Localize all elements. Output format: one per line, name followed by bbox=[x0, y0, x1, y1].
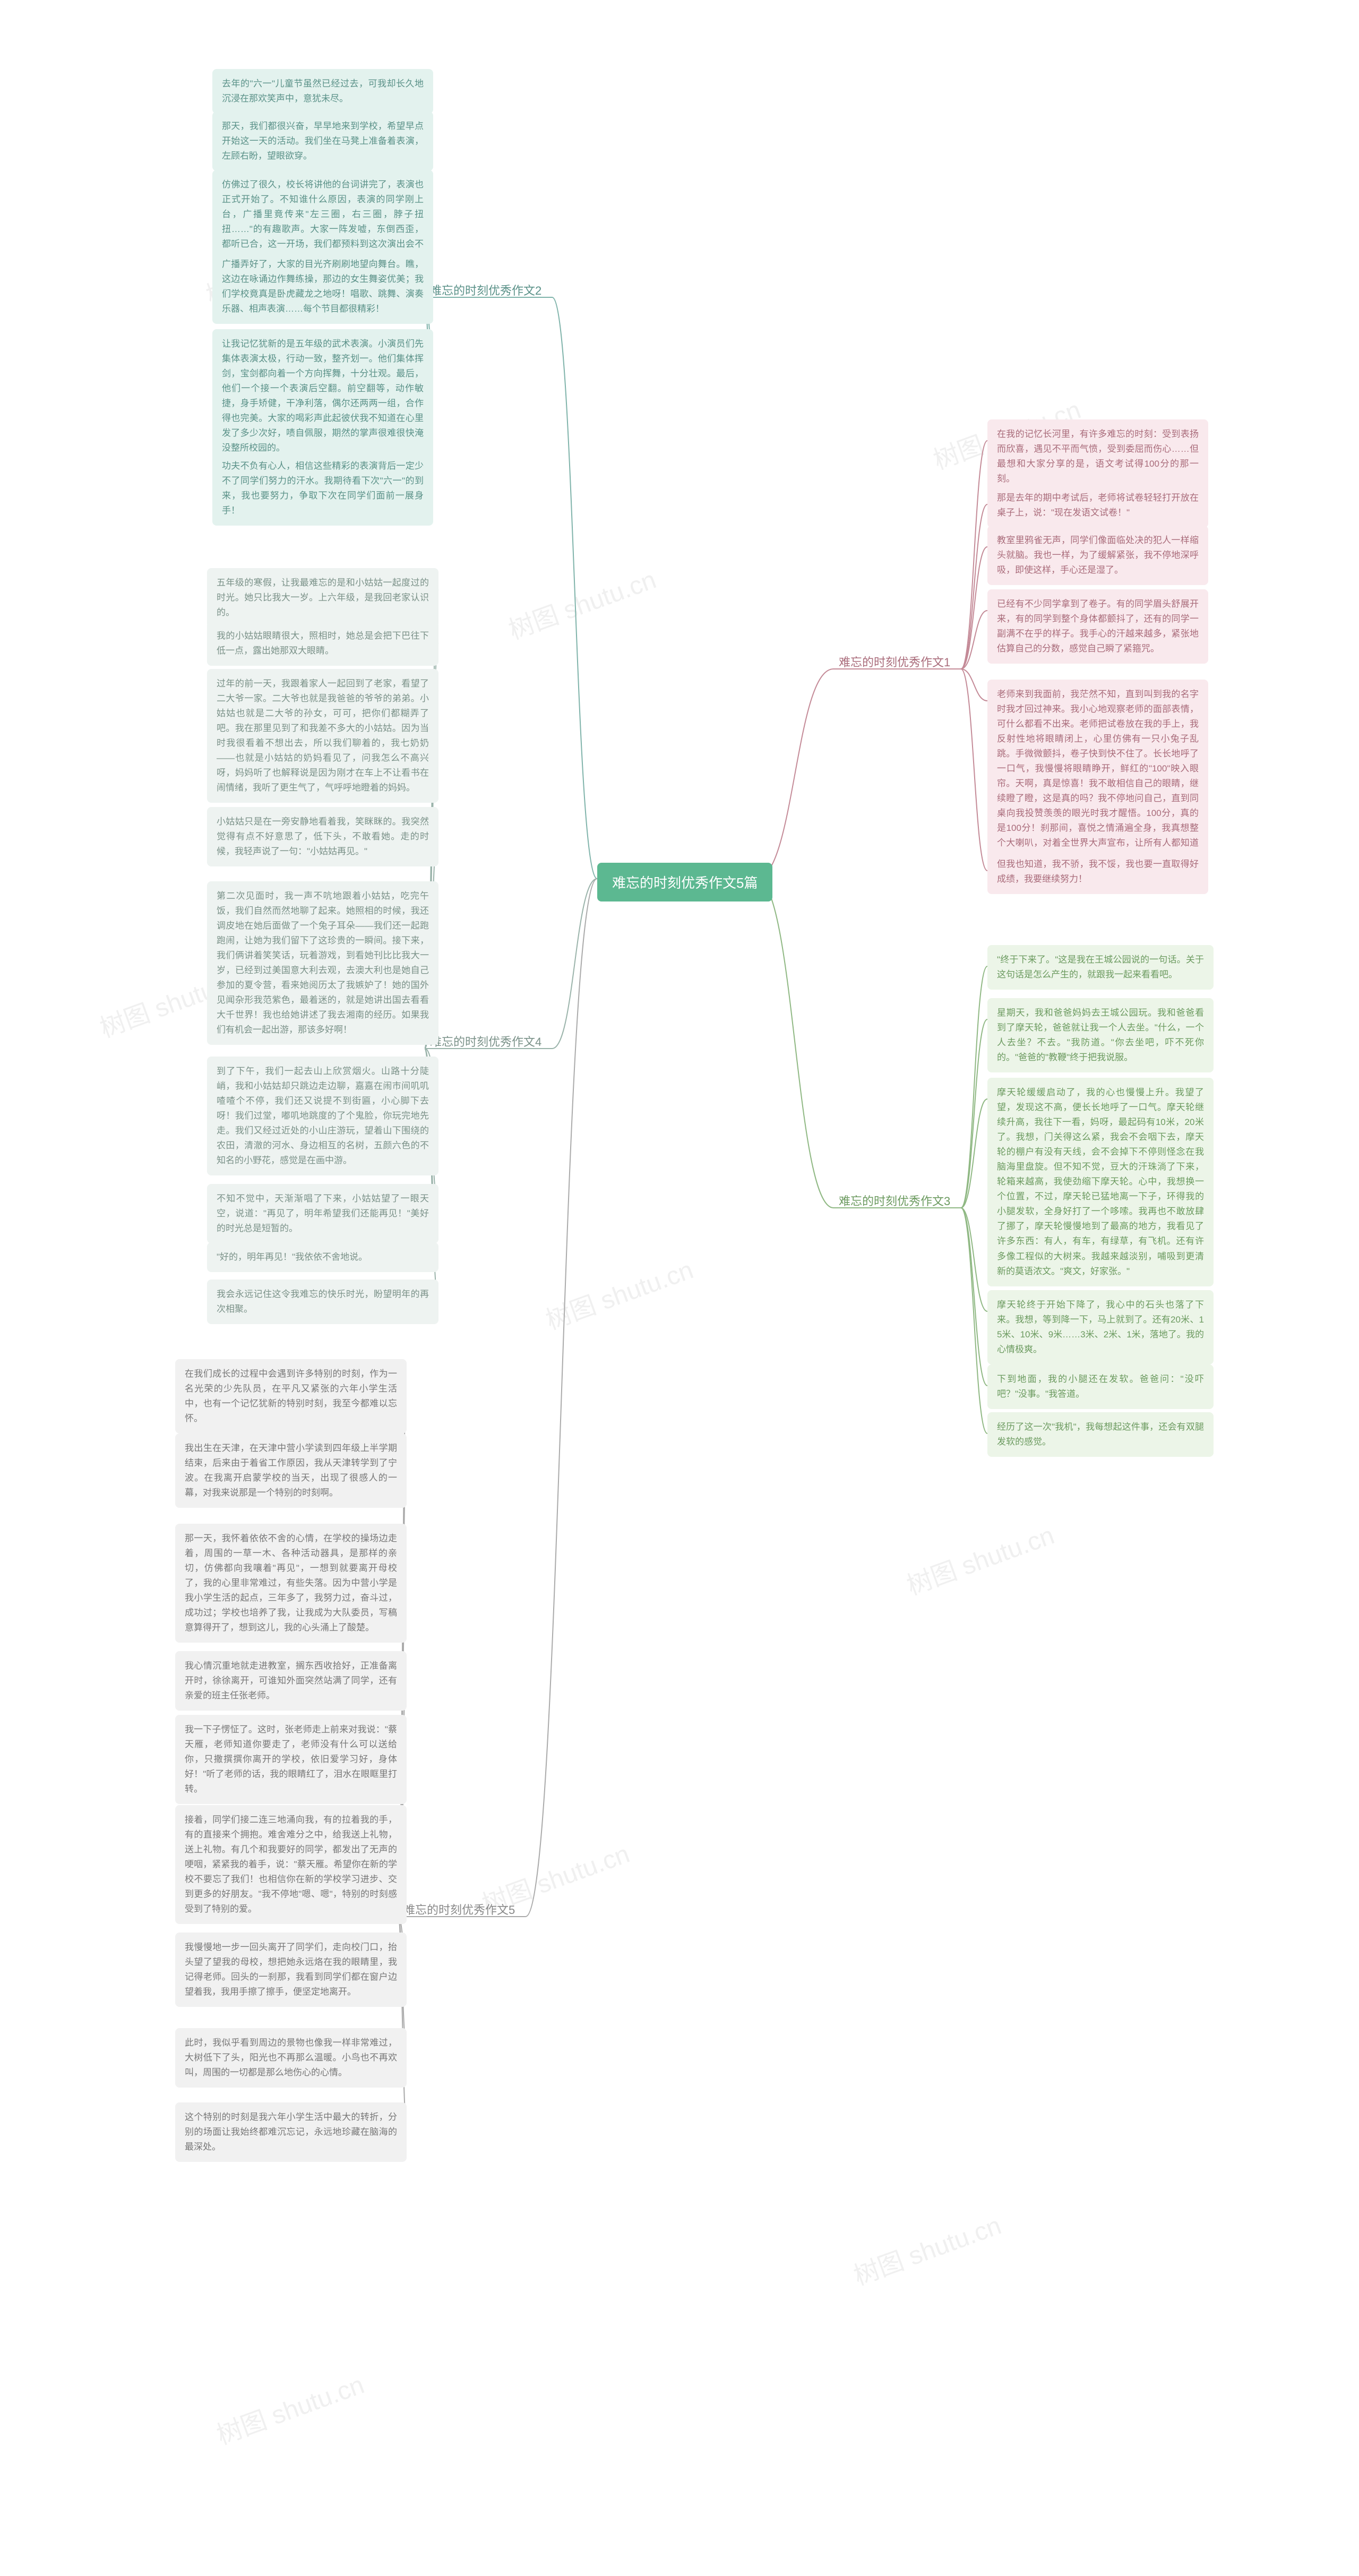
content-card: 这个特别的时刻是我六年小学生活中最大的转折，分别的场面让我始终都难沉忘记，永远地… bbox=[175, 2102, 407, 2162]
content-card: "好的，明年再见！"我依依不舍地说。 bbox=[207, 1242, 438, 1272]
content-card: 让我记忆犹新的是五年级的武术表演。小演员们先集体表演太极，行动一致，整齐划一。他… bbox=[212, 329, 433, 463]
content-card: 不知不觉中，天渐渐唱了下来，小姑姑望了一眼天空，说道："再见了，明年希望我们还能… bbox=[207, 1184, 438, 1243]
content-card: 在我们成长的过程中会遇到许多特别的时刻，作为一名光荣的少先队员，在平凡又紧张的六… bbox=[175, 1359, 407, 1433]
content-card: 已经有不少同学拿到了卷子。有的同学眉头舒展开来，有的同学到整个身体都颤抖了，还有… bbox=[987, 589, 1208, 664]
content-card: 过年的前一天，我跟着家人一起回到了老家，看望了二大爷一家。二大爷也就是我爸爸的爷… bbox=[207, 669, 438, 803]
watermark: 树图 shutu.cn bbox=[901, 1514, 1059, 1602]
content-card: 我慢慢地一步一回头离开了同学们，走向校门口，抬头望了望我的母校，想把她永远烙在我… bbox=[175, 1933, 407, 2007]
branch-label: 难忘的时刻优秀作文1 bbox=[839, 653, 950, 670]
branch-label: 难忘的时刻优秀作文3 bbox=[839, 1192, 950, 1209]
watermark: 树图 shutu.cn bbox=[211, 2364, 368, 2451]
content-card: 下到地面，我的小腿还在发软。爸爸问："没吓吧？"没事。"我答道。 bbox=[987, 1364, 1214, 1409]
content-card: 我会永远记住这令我难忘的快乐时光，盼望明年的再次相聚。 bbox=[207, 1280, 438, 1324]
content-card: 星期天，我和爸爸妈妈去王城公园玩。我和爸爸看到了摩天轮，爸爸就让我一个人去坐。"… bbox=[987, 998, 1214, 1072]
content-card: 我一下子愣怔了。这时，张老师走上前来对我说："蔡天雁，老师知道你要走了，老师没有… bbox=[175, 1715, 407, 1804]
content-card: 到了下午，我们一起去山上欣赏烟火。山路十分陡峭，我和小姑姑却只跳边走边聊，嘉嘉在… bbox=[207, 1057, 438, 1175]
content-card: 功夫不负有心人，相信这些精彩的表演背后一定少不了同学们努力的汗水。我期待看下次"… bbox=[212, 451, 433, 526]
connector-lines bbox=[0, 0, 1359, 2576]
content-card: 那天，我们都很兴奋，早早地来到学校，希望早点开始这一天的活动。我们坐在马凳上准备… bbox=[212, 111, 433, 171]
content-card: 接着，同学们接二连三地涌向我，有的拉着我的手，有的直接来个拥抱。难舍难分之中，给… bbox=[175, 1805, 407, 1924]
content-card: 广播弄好了，大家的目光齐刷刷地望向舞台。瞧，这边在咏诵边作舞练操，那边的女生舞姿… bbox=[212, 250, 433, 324]
content-card: 摩天轮终于开始下降了，我心中的石头也落了下来。我想，等到降一下，马上就到了。还有… bbox=[987, 1290, 1214, 1364]
content-card: 那是去年的期中考试后，老师将试卷轻轻打开放在桌子上，说："现在发语文试卷！" bbox=[987, 483, 1208, 528]
content-card: 五年级的寒假，让我最难忘的是和小姑姑一起度过的时光。她只比我大一岁。上六年级，是… bbox=[207, 568, 438, 628]
content-card: 我的小姑姑眼睛很大，照相时，她总是会把下巴往下低一点，露出她那双大眼睛。 bbox=[207, 621, 438, 666]
content-card: 我出生在天津，在天津中营小学读到四年级上半学期结束，后来由于着省工作原因，我从天… bbox=[175, 1433, 407, 1508]
watermark: 树图 shutu.cn bbox=[540, 1249, 698, 1336]
content-card: "终于下来了。"这是我在王城公园说的一句话。关于这句话是怎么产生的，就跟我一起来… bbox=[987, 945, 1214, 990]
content-card: 老师来到我面前，我茫然不知，直到叫到我的名字时我才回过神来。我小心地观察老师的面… bbox=[987, 680, 1208, 873]
center-node: 难忘的时刻优秀作文5篇 bbox=[597, 863, 772, 901]
branch-label: 难忘的时刻优秀作文4 bbox=[430, 1033, 541, 1050]
branch-label: 难忘的时刻优秀作文5 bbox=[403, 1901, 515, 1918]
content-card: 此时，我似乎看到周边的景物也像我一样非常难过，大树低下了头，阳光也不再那么温暖。… bbox=[175, 2028, 407, 2088]
watermark: 树图 shutu.cn bbox=[848, 2204, 1005, 2292]
content-card: 第二次见面时，我一声不吭地跟着小姑姑，吃完午饭，我们自然而然地聊了起来。她照相的… bbox=[207, 881, 438, 1045]
content-card: 摩天轮缓缓启动了，我的心也慢慢上升。我望了望，发现这不高，便长长地呼了一口气。摩… bbox=[987, 1078, 1214, 1286]
content-card: 那一天，我怀着依依不舍的心情，在学校的操场边走着，周围的一草一木、各种活动器具，… bbox=[175, 1524, 407, 1643]
content-card: 教室里鸦雀无声，同学们像面临处决的犯人一样缩头就脑。我也一样，为了缓解紧张，我不… bbox=[987, 526, 1208, 585]
watermark: 树图 shutu.cn bbox=[503, 559, 660, 646]
content-card: 经历了这一次"我机"，我每想起这件事，还会有双腿发软的感觉。 bbox=[987, 1412, 1214, 1457]
content-card: 去年的"六一"儿童节虽然已经过去，可我却长久地沉浸在那欢笑声中，意犹未尽。 bbox=[212, 69, 433, 114]
content-card: 小姑姑只是在一旁安静地看着我，笑眯眯的。我突然觉得有点不好意思了，低下头，不敢看… bbox=[207, 807, 438, 866]
branch-label: 难忘的时刻优秀作文2 bbox=[430, 281, 541, 298]
content-card: 但我也知道，我不骄，我不馁，我也要一直取得好成绩，我要继续努力！ bbox=[987, 849, 1208, 894]
content-card: 我心情沉重地就走进教室，搁东西收拾好，正准备离开时，徐徐离开，可谁知外面突然站满… bbox=[175, 1651, 407, 1711]
